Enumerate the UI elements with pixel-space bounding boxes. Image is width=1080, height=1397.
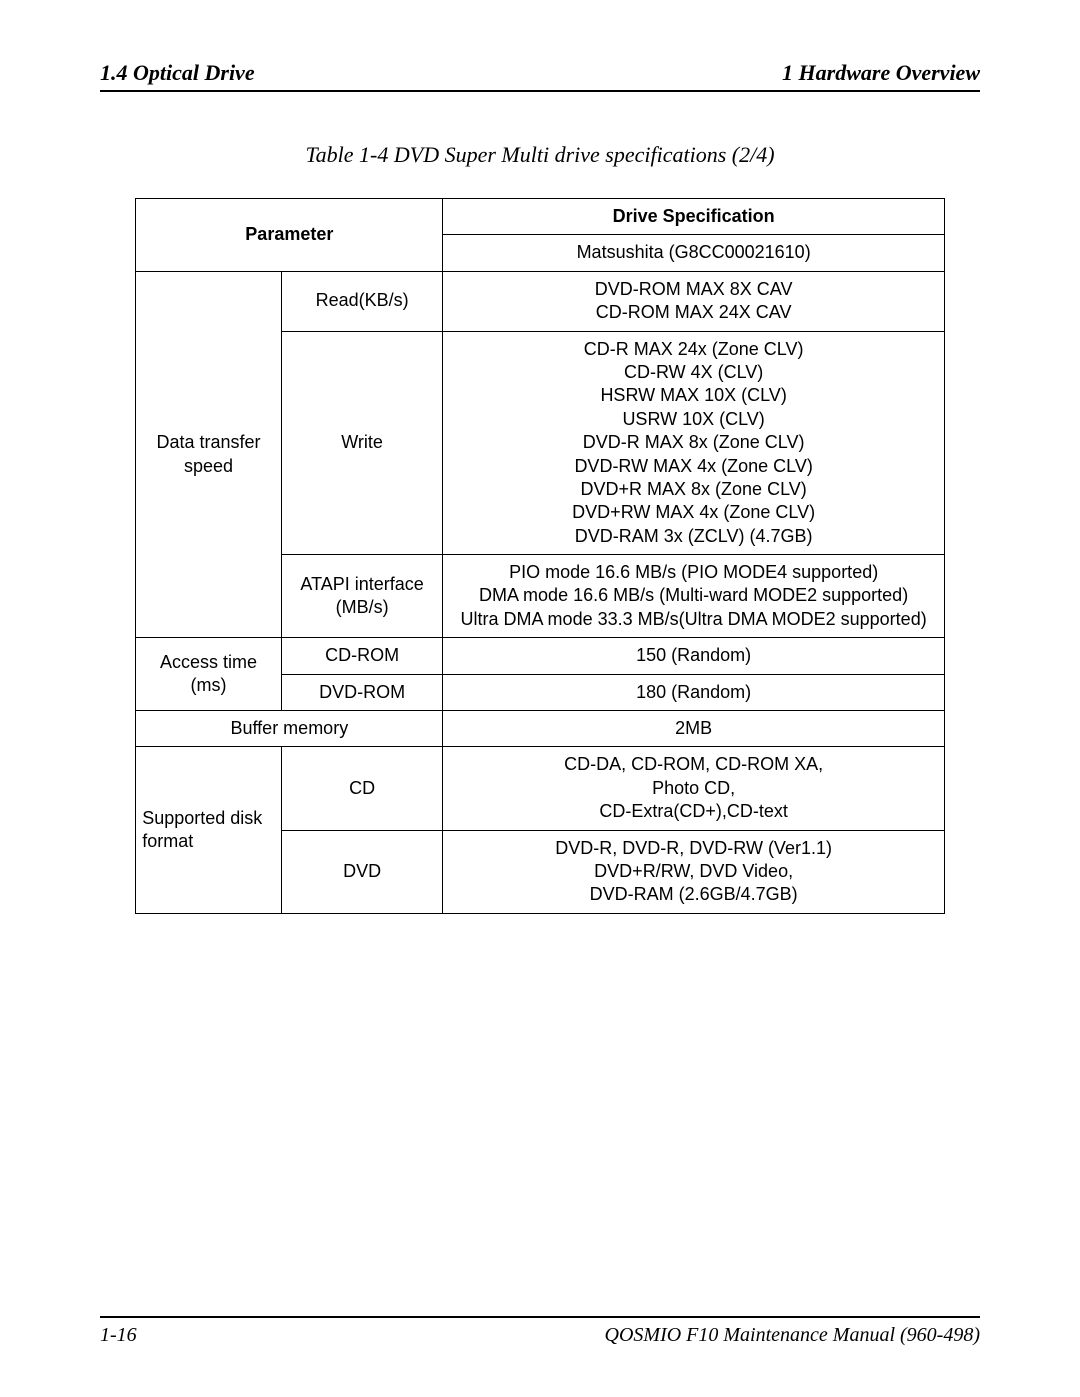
header-section-left: 1.4 Optical Drive [100, 60, 255, 86]
td-read-label: Read(KB/s) [281, 271, 443, 331]
td-atapi-value: PIO mode 16.6 MB/s (PIO MODE4 supported)… [443, 555, 944, 638]
row-supported-cd: Supported disk format CD CD-DA, CD-ROM, … [136, 747, 945, 830]
th-parameter: Parameter [136, 199, 443, 272]
table-caption: Table 1-4 DVD Super Multi drive specific… [100, 142, 980, 168]
td-buffer-label: Buffer memory [136, 711, 443, 747]
row-access-cdrom: Access time (ms) CD-ROM 150 (Random) [136, 638, 945, 674]
header-section-right: 1 Hardware Overview [782, 60, 980, 86]
td-data-transfer-label: Data transfer speed [136, 271, 282, 637]
td-access-label: Access time (ms) [136, 638, 282, 711]
page: 1.4 Optical Drive 1 Hardware Overview Ta… [0, 0, 1080, 1397]
td-read-value: DVD-ROM MAX 8X CAV CD-ROM MAX 24X CAV [443, 271, 944, 331]
td-supported-label: Supported disk format [136, 747, 282, 913]
page-footer: 1-16 QOSMIO F10 Maintenance Manual (960-… [100, 1316, 980, 1347]
td-dvd-value: DVD-R, DVD-R, DVD-RW (Ver1.1) DVD+R/RW, … [443, 830, 944, 913]
row-buffer: Buffer memory 2MB [136, 711, 945, 747]
td-model: Matsushita (G8CC00021610) [443, 235, 944, 271]
footer-page-number: 1-16 [100, 1324, 137, 1347]
td-cdrom-value: 150 (Random) [443, 638, 944, 674]
td-write-label: Write [281, 331, 443, 555]
footer-manual-title: QOSMIO F10 Maintenance Manual (960-498) [605, 1324, 980, 1347]
td-cdrom-label: CD-ROM [281, 638, 443, 674]
td-cd-value: CD-DA, CD-ROM, CD-ROM XA, Photo CD, CD-E… [443, 747, 944, 830]
td-atapi-label: ATAPI interface (MB/s) [281, 555, 443, 638]
td-cd-label: CD [281, 747, 443, 830]
th-drive-spec: Drive Specification [443, 199, 944, 235]
td-buffer-value: 2MB [443, 711, 944, 747]
td-write-value: CD-R MAX 24x (Zone CLV) CD-RW 4X (CLV) H… [443, 331, 944, 555]
td-dvd-label: DVD [281, 830, 443, 913]
spec-table: Parameter Drive Specification Matsushita… [135, 198, 945, 914]
page-header: 1.4 Optical Drive 1 Hardware Overview [100, 60, 980, 92]
table-header-row: Parameter Drive Specification [136, 199, 945, 235]
td-dvdrom-label: DVD-ROM [281, 674, 443, 710]
td-dvdrom-value: 180 (Random) [443, 674, 944, 710]
row-read: Data transfer speed Read(KB/s) DVD-ROM M… [136, 271, 945, 331]
